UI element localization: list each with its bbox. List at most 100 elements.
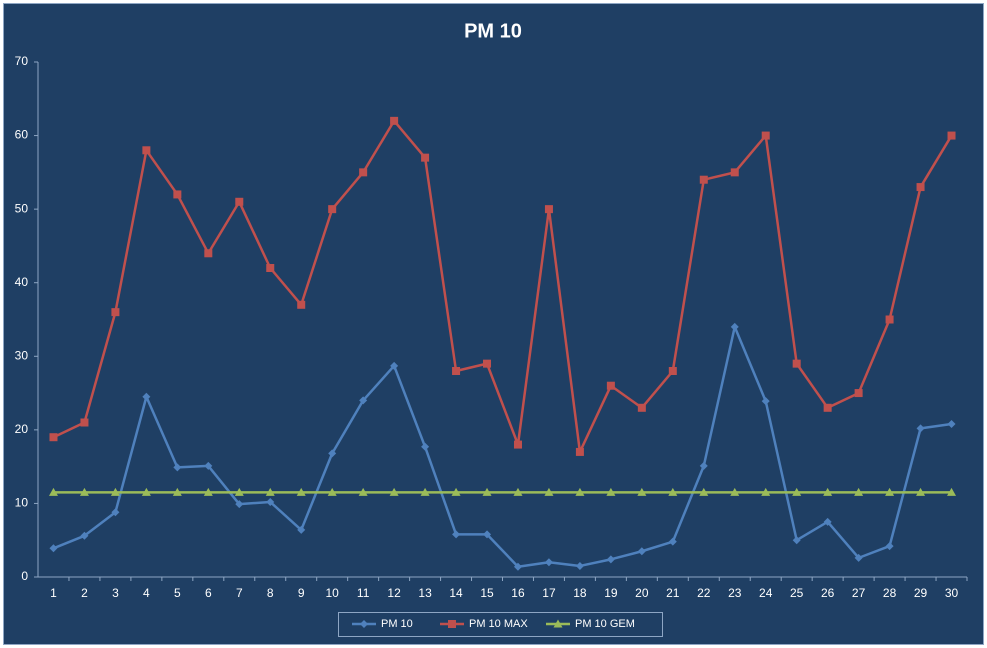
data-point [637, 547, 646, 556]
data-point [885, 315, 894, 324]
data-point [730, 168, 739, 177]
data-point [265, 487, 275, 496]
data-point [761, 487, 771, 496]
data-point [730, 487, 740, 496]
chart-bg [3, 3, 984, 645]
x-tick-label: 11 [357, 586, 370, 600]
x-tick-label: 19 [604, 586, 618, 600]
data-point [48, 487, 58, 496]
data-point [668, 487, 678, 496]
data-point [885, 487, 895, 496]
x-tick-label: 1 [50, 586, 57, 600]
data-point [575, 447, 584, 456]
y-tick-label: 50 [15, 201, 29, 215]
data-point [792, 359, 801, 368]
data-point [390, 361, 399, 370]
data-point [266, 264, 275, 272]
data-point [328, 205, 337, 214]
data-point [637, 487, 647, 496]
data-point [359, 168, 368, 177]
data-point [390, 116, 399, 125]
data-point [606, 381, 615, 390]
data-point [947, 419, 956, 428]
data-point [668, 367, 677, 375]
series-line [53, 325, 952, 568]
x-tick-label: 5 [174, 586, 181, 600]
data-point [637, 403, 646, 412]
legend-label: PM 10 MAX [469, 618, 528, 630]
y-tick-label: 40 [15, 275, 29, 289]
data-point [328, 449, 337, 458]
x-tick-label: 15 [480, 586, 494, 600]
data-point [451, 487, 461, 496]
data-point [544, 558, 553, 567]
x-tick-label: 25 [790, 586, 804, 600]
x-tick-label: 2 [81, 586, 88, 600]
y-tick-label: 20 [15, 422, 29, 436]
x-tick-label: 3 [112, 586, 119, 600]
data-point [141, 487, 151, 496]
data-point [359, 396, 368, 405]
x-tick-label: 24 [759, 586, 773, 600]
data-point [204, 249, 213, 258]
y-tick-label: 70 [15, 54, 29, 68]
data-point [483, 530, 492, 539]
data-point [916, 424, 925, 433]
legend-label: PM 10 GEM [575, 618, 635, 630]
x-tick-label: 26 [821, 586, 835, 600]
data-point [389, 487, 399, 496]
y-tick-label: 30 [15, 348, 29, 362]
data-point [699, 175, 708, 184]
data-point [544, 205, 553, 214]
data-point [916, 487, 926, 496]
data-point [204, 461, 213, 470]
data-point [80, 531, 89, 540]
data-point [79, 487, 89, 496]
data-point [916, 183, 925, 192]
data-point [49, 544, 58, 553]
data-point [234, 487, 244, 496]
series-line [52, 119, 953, 454]
x-tick-label: 20 [635, 586, 649, 600]
data-point [235, 197, 244, 206]
data-point [513, 487, 523, 496]
data-point [823, 403, 832, 412]
data-point [761, 131, 770, 140]
x-tick-label: 30 [945, 586, 959, 600]
x-tick-label: 22 [697, 586, 711, 600]
data-point [885, 542, 894, 551]
x-tick-label: 14 [449, 586, 463, 600]
data-point [297, 300, 306, 309]
data-point [483, 359, 492, 368]
data-point [172, 487, 182, 496]
data-point [513, 562, 522, 571]
data-point [235, 500, 244, 509]
x-tick-label: 21 [666, 586, 680, 600]
x-tick-label: 18 [573, 586, 587, 600]
legend-box [338, 612, 663, 637]
y-tick-label: 0 [21, 569, 28, 583]
chart-title: PM 10 [464, 20, 522, 42]
data-point [111, 308, 120, 317]
data-point [142, 392, 151, 401]
data-point [203, 487, 213, 496]
data-point [575, 487, 585, 496]
data-point [792, 487, 802, 496]
data-point [421, 442, 430, 451]
x-tick-label: 17 [542, 586, 556, 600]
data-point [80, 418, 89, 427]
x-tick-label: 28 [883, 586, 897, 600]
data-point [421, 153, 430, 162]
data-point [482, 487, 492, 496]
data-point [699, 487, 709, 496]
x-tick-label: 10 [326, 586, 340, 600]
data-point [142, 146, 151, 155]
y-tick-label: 60 [15, 128, 29, 142]
data-point [854, 553, 863, 562]
y-tick-label: 10 [15, 496, 29, 510]
data-point [730, 322, 739, 331]
data-point [823, 487, 833, 496]
data-point [111, 508, 120, 517]
